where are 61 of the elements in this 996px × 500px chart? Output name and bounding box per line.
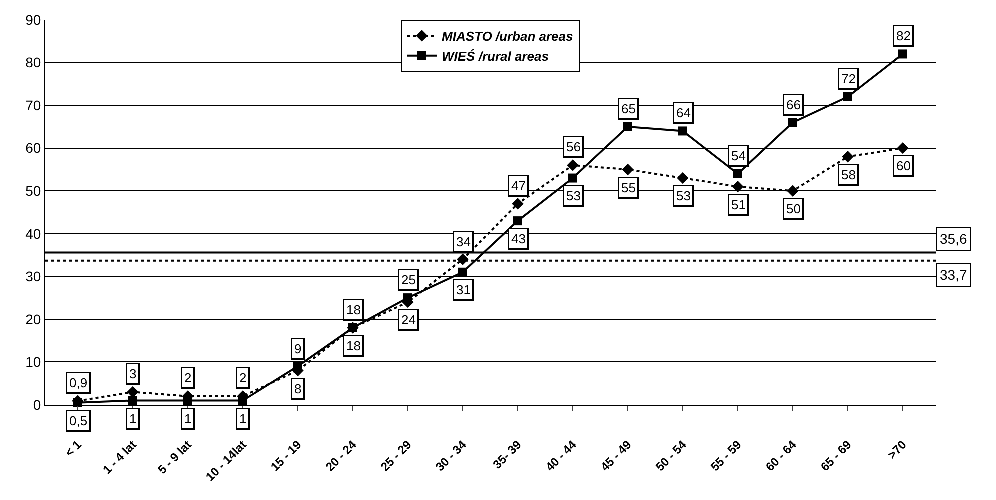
data-label: 66 xyxy=(786,98,801,112)
data-label: 1 xyxy=(184,412,192,426)
x-tick-label: 35- 39 xyxy=(490,438,525,472)
x-tick-label: 45 - 49 xyxy=(598,438,635,474)
data-label: 47 xyxy=(512,178,526,194)
data-label: 2 xyxy=(184,370,192,386)
y-tick-label: 70 xyxy=(26,97,42,114)
data-label: 8 xyxy=(294,382,302,396)
x-tick-label: 50 - 54 xyxy=(653,438,690,474)
y-tick-label: 30 xyxy=(26,268,42,285)
data-label: 82 xyxy=(896,28,911,44)
data-label: 64 xyxy=(676,106,691,120)
y-tick-label: 50 xyxy=(26,183,42,200)
data-label: 51 xyxy=(732,198,746,212)
data-label: 0,5 xyxy=(70,414,88,428)
data-label: 50 xyxy=(786,202,801,216)
data-label: 58 xyxy=(842,168,856,182)
x-tick-label: 30 - 34 xyxy=(433,438,470,474)
x-tick-label: 65 - 69 xyxy=(818,438,855,474)
legend-label: MIASTO /urban areas xyxy=(442,29,574,44)
data-label: 1 xyxy=(130,412,137,426)
data-label: 43 xyxy=(512,232,526,246)
data-label: 9 xyxy=(294,342,302,356)
y-tick-label: 60 xyxy=(26,140,42,156)
x-tick-label: 15 - 19 xyxy=(268,438,305,474)
data-label: 56 xyxy=(566,140,581,154)
data-label: 53 xyxy=(566,188,581,204)
ref-line-label: 35,6 xyxy=(940,231,968,247)
data-label: 3 xyxy=(130,366,137,382)
ref-line-label: 33,7 xyxy=(940,267,968,283)
y-tick-label: 90 xyxy=(26,12,42,28)
data-label: 31 xyxy=(456,282,471,298)
x-tick-label: < 1 xyxy=(62,438,85,460)
y-tick-label: 80 xyxy=(26,54,42,71)
x-tick-label: 1 - 4 lat xyxy=(100,438,140,478)
data-label: 2 xyxy=(240,370,247,386)
data-label: 53 xyxy=(676,188,691,204)
x-tick-label: >70 xyxy=(885,438,910,462)
data-label: 18 xyxy=(346,302,361,318)
data-label: 54 xyxy=(732,148,746,164)
data-label: 65 xyxy=(622,102,636,116)
y-tick-label: 40 xyxy=(26,226,42,242)
y-tick-label: 10 xyxy=(26,354,42,370)
data-label: 72 xyxy=(842,72,856,86)
x-tick-label: 60 - 64 xyxy=(763,438,800,474)
y-tick-label: 0 xyxy=(33,396,42,413)
data-label: 60 xyxy=(896,158,911,174)
data-label: 24 xyxy=(402,312,416,328)
x-tick-label: 20 - 24 xyxy=(323,438,360,474)
x-tick-label: 40 - 44 xyxy=(543,438,580,474)
x-tick-label: 25 - 29 xyxy=(378,438,415,474)
data-label: 0,9 xyxy=(70,376,88,390)
x-tick-label: 55 - 59 xyxy=(708,438,745,474)
data-label: 25 xyxy=(402,272,416,288)
data-label: 34 xyxy=(456,234,471,250)
data-label: 55 xyxy=(622,180,636,196)
data-label: 1 xyxy=(240,412,247,426)
legend-label: WIEŚ /rural areas xyxy=(442,48,549,64)
x-tick-label: 5 - 9 lat xyxy=(155,438,194,478)
y-tick-label: 20 xyxy=(26,311,42,328)
data-label: 18 xyxy=(346,338,361,354)
